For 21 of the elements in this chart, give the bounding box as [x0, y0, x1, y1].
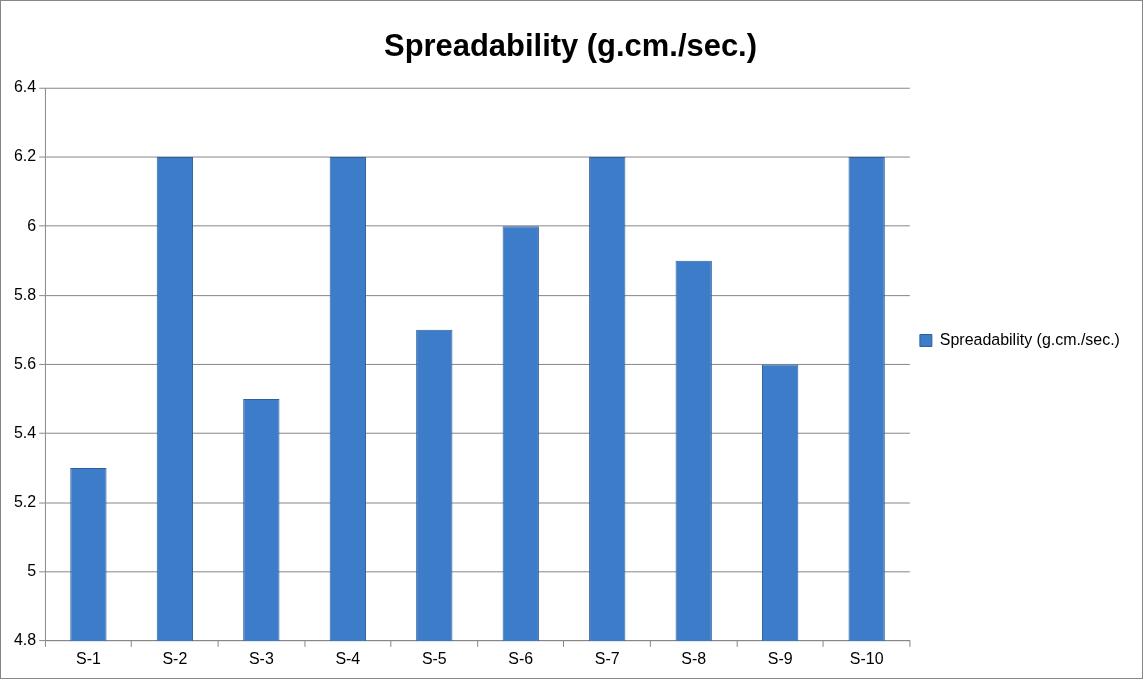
x-tick-label: S-1: [75, 649, 101, 667]
x-tick-label: S-3: [248, 649, 274, 667]
chart-title: Spreadability (g.cm./sec.): [384, 28, 757, 63]
y-tick-label: 6: [27, 216, 37, 234]
y-tick-label: 6.2: [13, 147, 37, 165]
x-tick-label: S-6: [508, 649, 534, 667]
x-tick-label: S-8: [681, 649, 707, 667]
y-tick-label: 5.2: [13, 493, 37, 511]
y-tick-label: 5.8: [13, 285, 37, 303]
x-tick-label: S-4: [335, 649, 361, 667]
y-tick-label: 4.8: [13, 631, 37, 649]
x-tick-label: S-2: [162, 649, 188, 667]
legend-label: Spreadability (g.cm./sec.): [939, 330, 1120, 348]
x-tick-label: S-7: [594, 649, 620, 667]
y-tick-label: 5.6: [13, 354, 37, 372]
x-tick-label: S-10: [849, 649, 884, 667]
y-tick-label: 5: [27, 562, 37, 580]
y-tick-label: 5.4: [13, 423, 37, 441]
y-tick-label: 6.4: [13, 78, 37, 96]
x-tick-label: S-5: [421, 649, 447, 667]
x-tick-label: S-9: [767, 649, 793, 667]
